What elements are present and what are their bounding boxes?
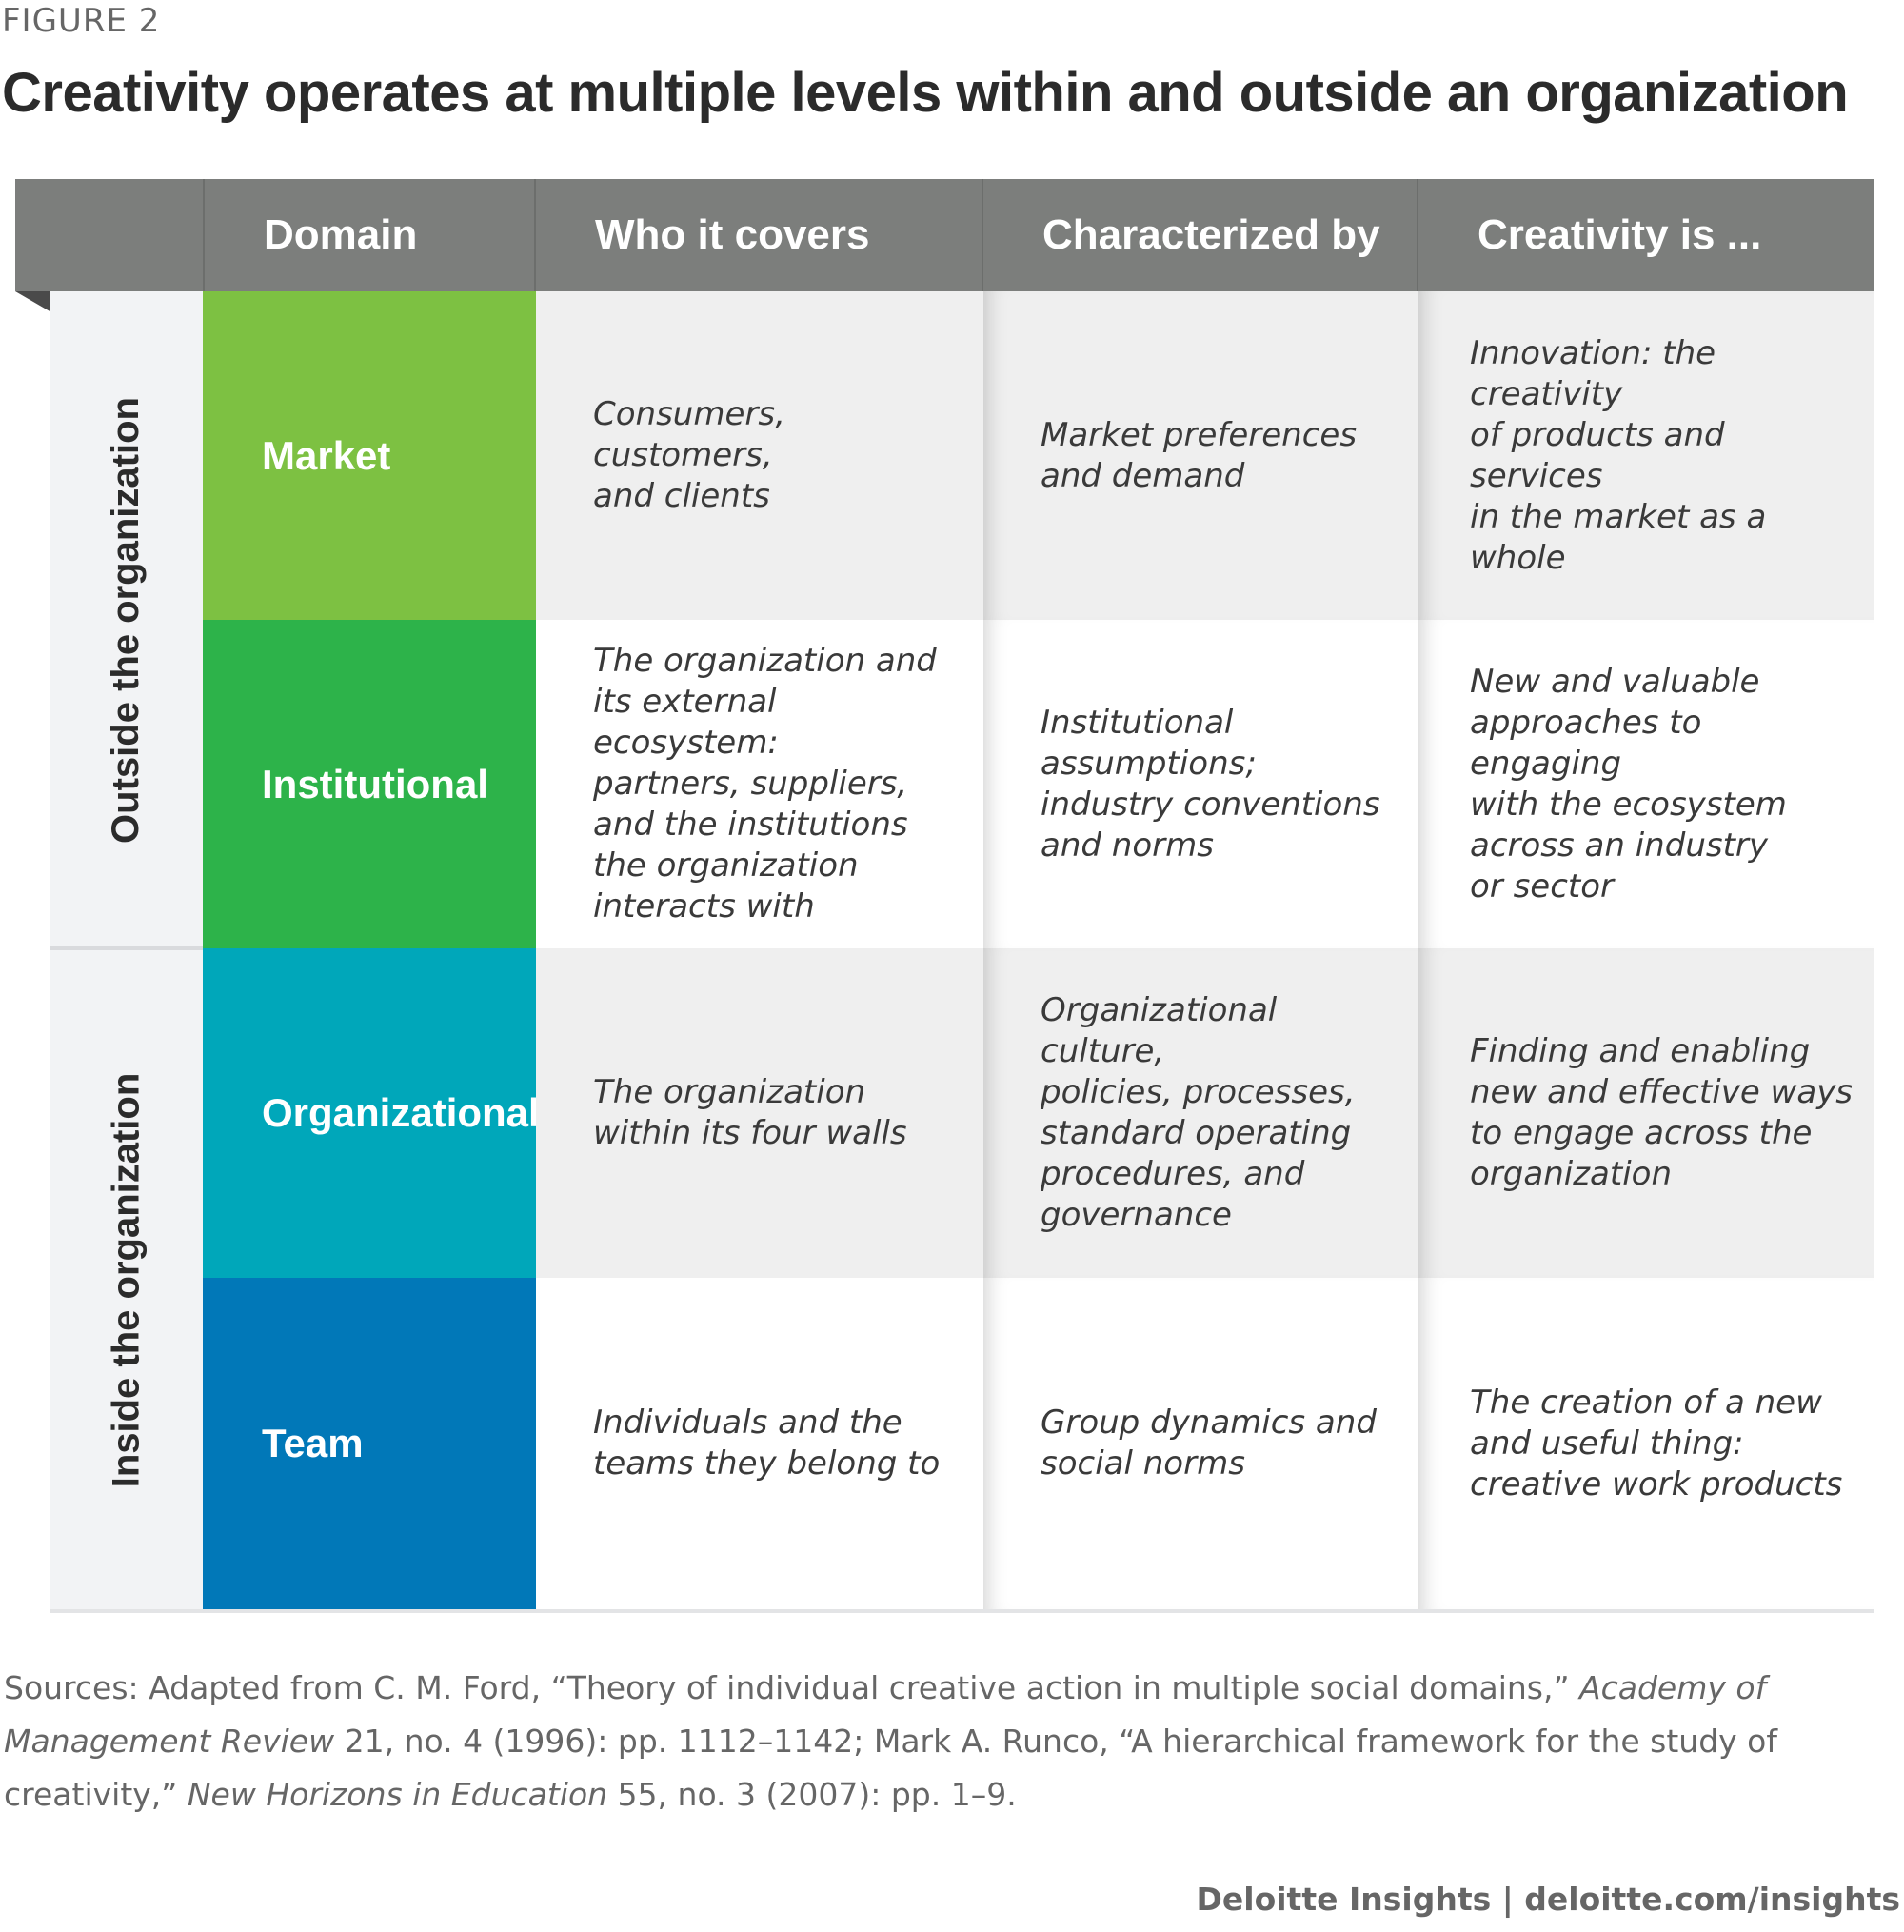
sources-note: Sources: Adapted from C. M. Ford, “Theor…	[4, 1662, 1898, 1822]
header-creativity-is: Creativity is ...	[1478, 211, 1762, 258]
institutional-characterized-by: Institutional assumptions; industry conv…	[983, 620, 1418, 948]
team-characterized-by: Group dynamics and social norms	[983, 1278, 1418, 1609]
header-who-it-covers: Who it covers	[536, 179, 983, 291]
side-outside-label: Outside the organization	[105, 396, 147, 844]
market-creativity-is: Innovation: the creativity of products a…	[1418, 291, 1874, 620]
market-characterized-by: Market preferences and demand	[983, 291, 1418, 620]
institutional-who-it-covers: The organization and its external ecosys…	[536, 620, 983, 948]
institutional-creativity-is: New and valuable approaches to engaging …	[1418, 620, 1874, 948]
sources-journal-1: Academy of Management Review	[4, 1669, 1767, 1760]
domain-team: Team	[203, 1278, 536, 1609]
domain-market: Market	[203, 291, 536, 620]
sources-journal-2: New Horizons in Education	[187, 1776, 608, 1813]
footer-credit: Deloitte Insights | deloitte.com/insight…	[1196, 1881, 1900, 1918]
side-divider	[50, 946, 203, 950]
team-creativity-is: The creation of a new and useful thing: …	[1418, 1278, 1874, 1609]
figure-label: FIGURE 2	[2, 2, 161, 40]
table-bottom-edge	[50, 1609, 1874, 1613]
side-inside-label: Inside the organization	[105, 1072, 147, 1487]
market-who-it-covers: Consumers, customers, and clients	[536, 291, 983, 620]
organizational-characterized-by: Organizational culture, policies, proces…	[983, 948, 1418, 1278]
sources-prefix: Sources: Adapted from C. M. Ford, “Theor…	[4, 1669, 1580, 1706]
header-domain: Domain	[203, 179, 536, 291]
team-who-it-covers: Individuals and the teams they belong to	[536, 1278, 983, 1609]
side-inside-organization: Inside the organization	[50, 950, 203, 1609]
side-outside-organization: Outside the organization	[50, 291, 203, 948]
organizational-creativity-is: Finding and enabling new and effective w…	[1418, 948, 1874, 1278]
figure-title: Creativity operates at multiple levels w…	[2, 62, 1849, 124]
sources-mid: 21, no. 4 (1996): pp. 1112–1142; Mark A.…	[4, 1723, 1777, 1813]
domain-organizational: Organizational	[203, 948, 540, 1278]
header-bar	[15, 179, 1874, 291]
organizational-who-it-covers: The organization within its four walls	[536, 948, 983, 1278]
header-fold	[15, 291, 51, 312]
sources-suffix: 55, no. 3 (2007): pp. 1–9.	[607, 1776, 1017, 1813]
domain-institutional: Institutional	[203, 620, 536, 948]
header-characterized-by: Characterized by	[983, 179, 1418, 291]
